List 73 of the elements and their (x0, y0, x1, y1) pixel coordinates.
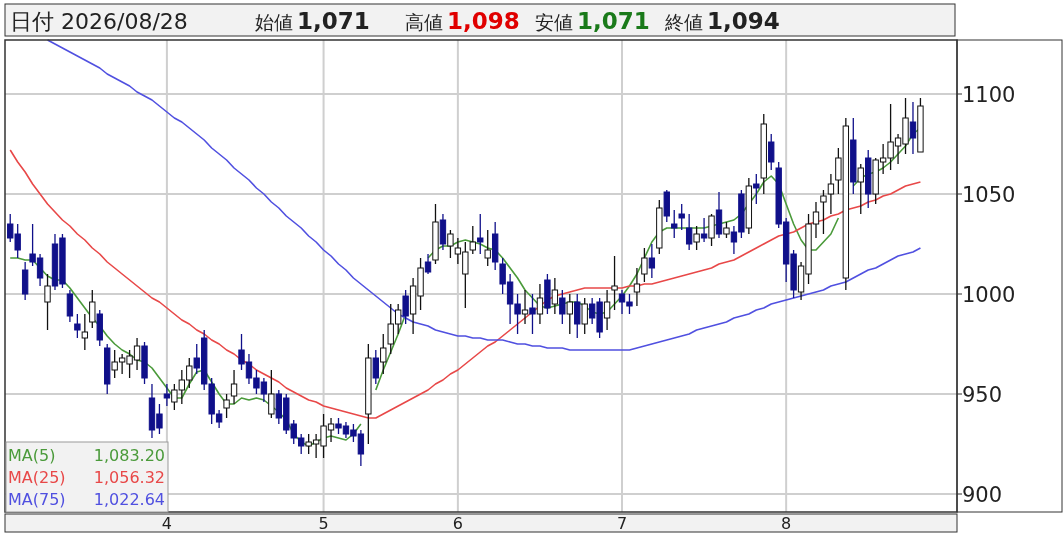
candlestick (521, 289, 529, 325)
x-tick-label: 8 (781, 514, 792, 533)
candlestick (648, 243, 656, 279)
candlestick (768, 133, 775, 171)
candlestick (566, 293, 573, 335)
candlestick (230, 369, 238, 405)
annotation: 1,083.20 (93, 446, 165, 465)
candlestick (439, 213, 447, 251)
text: 1,071 (297, 8, 370, 34)
x-tick-label: 6 (452, 514, 463, 533)
annotation: 1,022.64 (93, 490, 165, 509)
candlestick (678, 203, 685, 231)
y-tick-label: 950 (962, 383, 1003, 407)
candlestick (484, 229, 491, 267)
candlestick (715, 191, 723, 239)
candlestick (477, 213, 484, 255)
text: 高値 (405, 11, 443, 33)
candlestick (529, 293, 536, 335)
text: 終値 (664, 11, 703, 33)
candlestick (708, 213, 715, 247)
text: 1,094 (707, 8, 780, 34)
candlestick (700, 217, 708, 243)
text: 始値 (255, 11, 293, 33)
candlestick (81, 313, 89, 351)
y-tick-label: 1050 (962, 183, 1016, 207)
line-series (46, 39, 922, 351)
candlestick (693, 225, 700, 251)
candlestick (827, 173, 835, 215)
candlestick (671, 209, 678, 239)
candlestick (574, 293, 581, 339)
candlestick (641, 247, 648, 283)
candlestick (753, 173, 760, 205)
candlestick (74, 313, 81, 339)
candlestick (66, 289, 74, 323)
candlestick (909, 101, 917, 155)
text: MA(5) (8, 446, 56, 465)
y-tick-label: 900 (962, 483, 1003, 507)
candlestick (372, 349, 379, 385)
chart-title: 日付 2026/08/28 (10, 9, 188, 34)
candlestick (551, 277, 559, 315)
candlestick (44, 273, 51, 331)
candlestick (21, 261, 29, 301)
text: 安値 (535, 11, 573, 33)
x-tick-label: 7 (616, 514, 628, 533)
text: 1,071 (577, 8, 650, 34)
candlestick (223, 393, 230, 419)
x-tick-label: 5 (318, 514, 329, 533)
annotation: 1,056.32 (93, 468, 165, 487)
text: MA(75) (8, 490, 66, 509)
candlestick (402, 289, 409, 325)
candlestick (685, 213, 693, 251)
line-series (9, 149, 922, 419)
candlestick (603, 289, 611, 331)
candlestick (447, 229, 454, 259)
candlestick (469, 225, 476, 255)
x-tick-label: 4 (161, 514, 172, 533)
candlestick (380, 333, 387, 375)
candlestick (424, 253, 432, 275)
candlestick (857, 163, 864, 215)
candlestick (581, 297, 588, 335)
candlestick (633, 267, 641, 307)
y-tick-label: 1100 (962, 83, 1016, 107)
text: MA(25) (8, 468, 66, 487)
candlestick (268, 369, 275, 419)
y-tick-label: 1000 (962, 283, 1016, 307)
text: 1,098 (447, 8, 520, 34)
candlestick (559, 289, 566, 325)
candlestick (89, 289, 96, 329)
candlestick (611, 255, 618, 311)
candlestick (163, 383, 171, 407)
candlestick (663, 189, 670, 223)
candlestick (536, 283, 544, 325)
candlestick (820, 189, 827, 235)
